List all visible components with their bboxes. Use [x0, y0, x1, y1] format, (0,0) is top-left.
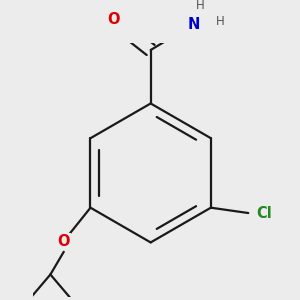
Text: O: O: [58, 234, 70, 249]
Text: O: O: [107, 12, 119, 27]
Text: N: N: [187, 17, 200, 32]
Text: Cl: Cl: [256, 206, 272, 220]
Text: H: H: [196, 0, 205, 12]
Text: H: H: [216, 15, 224, 28]
